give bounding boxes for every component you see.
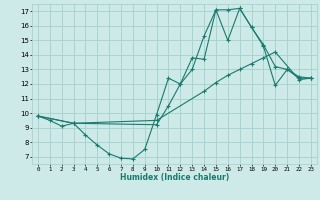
X-axis label: Humidex (Indice chaleur): Humidex (Indice chaleur) — [120, 173, 229, 182]
